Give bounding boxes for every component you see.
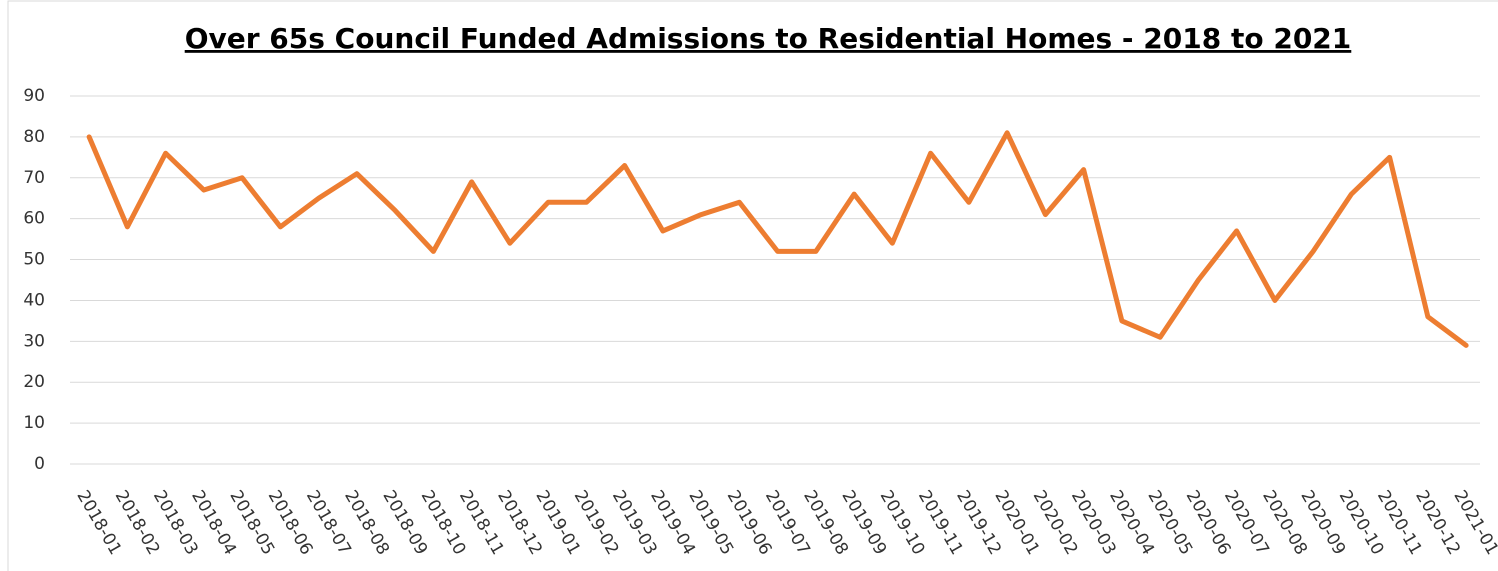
y-tick-label: 0: [34, 454, 45, 474]
y-tick-label: 80: [23, 127, 45, 147]
y-tick-label: 30: [23, 331, 45, 351]
y-tick-label: 40: [23, 290, 45, 310]
chart-frame: [7, 0, 1498, 571]
y-tick-label: 20: [23, 372, 45, 392]
y-tick-label: 10: [23, 413, 45, 433]
y-tick-label: 70: [23, 168, 45, 188]
chart-title: Over 65s Council Funded Admissions to Re…: [185, 22, 1352, 55]
y-tick-label: 90: [23, 86, 45, 106]
data-line: [86, 130, 1469, 348]
y-tick-label: 60: [23, 209, 45, 229]
y-tick-label: 50: [23, 250, 45, 270]
